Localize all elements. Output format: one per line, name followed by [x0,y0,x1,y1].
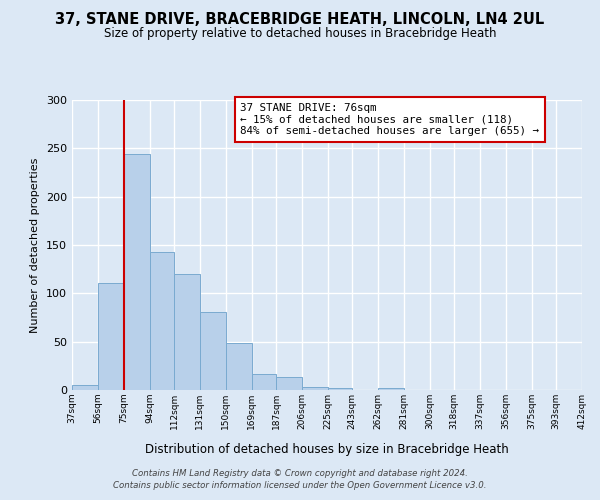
Bar [174,274,200,390]
Bar [98,282,124,390]
Text: 37 STANE DRIVE: 76sqm
← 15% of detached houses are smaller (118)
84% of semi-det: 37 STANE DRIVE: 76sqm ← 15% of detached … [240,103,539,136]
Bar [149,252,174,390]
Bar [251,374,276,390]
Bar [378,388,404,390]
Bar [302,387,328,390]
Bar [328,388,352,390]
Text: Contains HM Land Registry data © Crown copyright and database right 2024.
Contai: Contains HM Land Registry data © Crown c… [113,469,487,490]
Bar [226,342,251,390]
Bar [276,378,302,390]
Bar [124,154,149,390]
Bar [200,312,226,390]
Y-axis label: Number of detached properties: Number of detached properties [31,158,40,332]
Text: 37, STANE DRIVE, BRACEBRIDGE HEATH, LINCOLN, LN4 2UL: 37, STANE DRIVE, BRACEBRIDGE HEATH, LINC… [55,12,545,28]
Text: Distribution of detached houses by size in Bracebridge Heath: Distribution of detached houses by size … [145,442,509,456]
Bar [72,385,98,390]
Text: Size of property relative to detached houses in Bracebridge Heath: Size of property relative to detached ho… [104,28,496,40]
